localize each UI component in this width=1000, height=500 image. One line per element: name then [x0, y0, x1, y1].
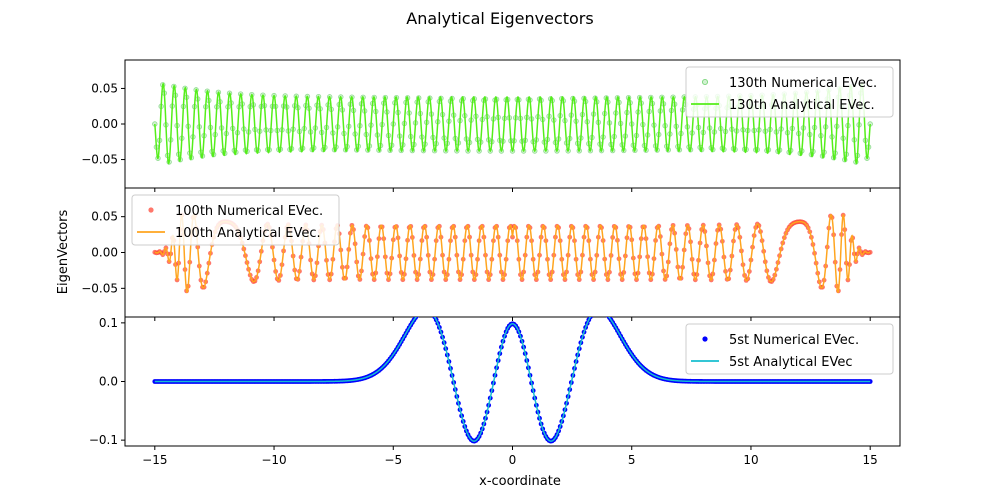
numerical-point — [604, 311, 609, 316]
x-tick-label: 5 — [628, 453, 636, 467]
numerical-point — [426, 308, 431, 313]
panel-middle: −0.050.000.05 100th Numerical EVec.100th … — [81, 187, 901, 321]
numerical-point — [423, 307, 428, 312]
legend-label: 130th Analytical EVec. — [729, 98, 875, 113]
numerical-point — [429, 310, 434, 315]
numerical-point — [867, 249, 873, 255]
x-tick-label: −15 — [142, 453, 167, 467]
legend-marker — [701, 78, 709, 86]
y-axis-label: EigenVectors — [56, 210, 71, 295]
x-tick-label: −10 — [261, 453, 286, 467]
numerical-point — [416, 311, 421, 316]
legend: 100th Numerical EVec. 100th Analytical EV… — [131, 194, 340, 246]
legend: 130th Numerical EVec. 130th Analytical EV… — [685, 66, 894, 118]
numerical-point — [593, 309, 598, 314]
legend-box — [685, 66, 894, 118]
y-tick-label: −0.05 — [81, 153, 118, 167]
numerical-point — [421, 308, 426, 313]
y-tick-label: −0.05 — [81, 281, 118, 295]
legend-label: 5st Numerical EVec. — [729, 333, 859, 348]
analytical-line — [154, 213, 871, 294]
analytical-line — [154, 317, 871, 442]
legend-box — [685, 323, 894, 375]
numerical-point — [599, 308, 604, 313]
numerical-point — [419, 309, 424, 314]
numerical-point — [594, 308, 599, 313]
plot-area — [152, 212, 873, 294]
legend-marker — [148, 207, 154, 213]
legend-label: 100th Numerical EVec. — [175, 204, 323, 219]
numerical-point — [602, 310, 607, 315]
numerical-point — [590, 312, 595, 317]
legend-label: 5st Analytical EVec — [729, 355, 853, 370]
numerical-point — [596, 307, 601, 312]
numerical-point — [418, 310, 423, 315]
numerical-point — [591, 310, 596, 315]
panel-bottom: −0.1 0.0 0.1 −15 −10 −5 0 5 10 15 5st Numerical EV… — [89, 307, 901, 467]
x-tick-label: 15 — [863, 453, 878, 467]
panels: −0.050.000.05 130th Numerical EVec.130th … — [81, 59, 901, 467]
legend-box — [131, 194, 340, 246]
numerical-point — [424, 307, 429, 312]
y-tick-label: 0.00 — [91, 246, 118, 260]
panel-top: −0.050.000.05 130th Numerical EVec.130th … — [81, 59, 901, 192]
numerical-point — [601, 309, 606, 314]
legend: 5st Numerical EVec. 5st Analytical EVec — [685, 323, 894, 375]
legend-label: 100th Analytical EVec. — [175, 226, 321, 241]
x-tick-label: 0 — [509, 453, 517, 467]
numerical-point — [431, 312, 436, 317]
numerical-point — [867, 379, 873, 384]
x-axis-label: x-coordinate — [479, 474, 561, 489]
numerical-point — [598, 307, 603, 312]
numerical-point — [427, 309, 432, 314]
figure-title: Analytical Eigenvectors — [406, 9, 593, 28]
y-tick-label: 0.0 — [99, 375, 118, 389]
plot-area — [152, 307, 873, 444]
x-tick-label: −5 — [384, 453, 402, 467]
y-tick-label: −0.1 — [89, 433, 118, 447]
y-tick-label: 0.05 — [91, 81, 118, 95]
y-tick-label: 0.00 — [91, 117, 118, 131]
y-tick-label: 0.05 — [91, 210, 118, 224]
x-tick-label: 10 — [743, 453, 758, 467]
legend-marker — [702, 336, 708, 342]
y-tick-label: 0.1 — [99, 316, 118, 330]
legend-label: 130th Numerical EVec. — [729, 76, 877, 91]
